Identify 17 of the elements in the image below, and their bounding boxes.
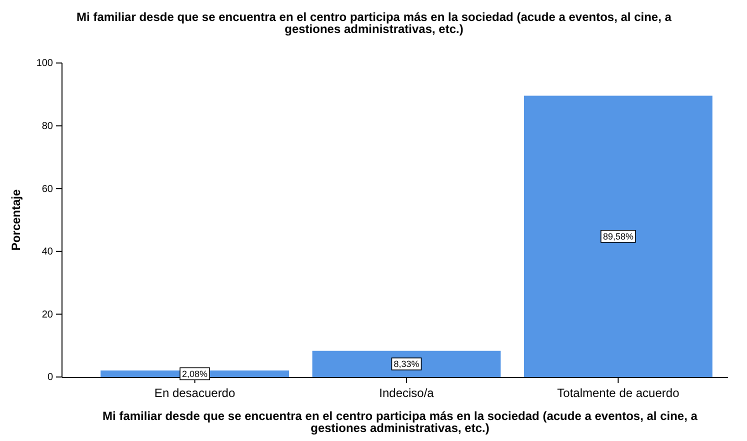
- x-tick-label: En desacuerdo: [154, 386, 236, 400]
- y-axis-title: Porcentaje: [9, 188, 23, 251]
- data-label: 89,58%: [602, 232, 634, 242]
- y-tick-label: 0: [47, 372, 54, 384]
- y-tick-label: 100: [36, 58, 54, 70]
- y-tick-label: 40: [42, 246, 54, 258]
- bar: [312, 350, 501, 377]
- y-tick-label: 60: [42, 184, 54, 195]
- data-label: 2,08%: [182, 368, 208, 379]
- bar: [524, 96, 712, 377]
- x-tick-label: Totalmente de acuerdo: [557, 386, 680, 400]
- y-tick-label: 20: [42, 309, 54, 320]
- y-tick-label: 80: [42, 121, 54, 132]
- x-axis-title: Mi familiar desde que se encuentra en el centro participa más en la sociedad (acude a eventos, al cine, a gestiones administrativas, etc.): [102, 409, 698, 435]
- x-tick-label: Indeciso/a: [379, 386, 434, 400]
- data-label: 8,33%: [394, 359, 420, 370]
- chart-title: Mi familiar desde que se encuentra en el centro participa más en la sociedad (acude a eventos, al cine, a gestiones administrativas, etc.): [76, 10, 672, 36]
